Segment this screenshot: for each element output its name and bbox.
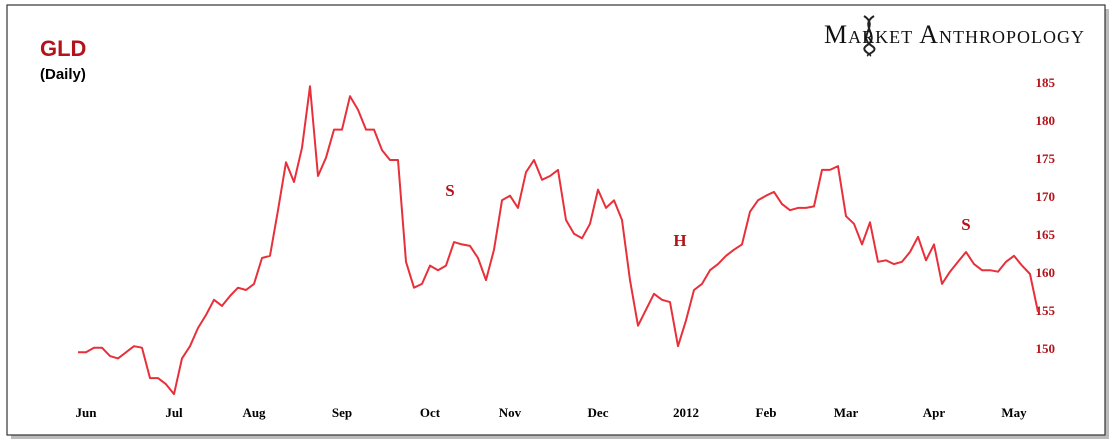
y-tick-label: 180: [1036, 113, 1056, 128]
frame: [6, 4, 1106, 436]
x-tick-label: Aug: [242, 405, 266, 420]
x-tick-label: Oct: [420, 405, 441, 420]
x-tick-label: Feb: [756, 405, 777, 420]
chart-title: GLD: [40, 36, 86, 61]
y-tick-label: 165: [1036, 227, 1056, 242]
brand: Market Anthropology: [824, 20, 1085, 49]
chart-subtitle: (Daily): [40, 66, 86, 83]
annotation: S: [961, 215, 970, 234]
y-tick-label: 150: [1036, 341, 1056, 356]
y-tick-label: 175: [1036, 151, 1056, 166]
x-tick-label: Nov: [499, 405, 522, 420]
x-tick-label: Jun: [76, 405, 98, 420]
x-tick-label: May: [1001, 405, 1027, 420]
brand-icon: [863, 15, 876, 57]
x-tick-label: Apr: [923, 405, 946, 420]
x-tick-label: Sep: [332, 405, 352, 420]
x-tick-label: Jul: [165, 405, 183, 420]
y-tick-label: 170: [1036, 189, 1056, 204]
x-tick-label: Dec: [588, 405, 609, 420]
y-tick-label: 185: [1036, 75, 1056, 90]
x-tick-label: Mar: [834, 405, 859, 420]
price-line: [78, 85, 1039, 396]
y-tick-label: 155: [1036, 303, 1056, 318]
x-tick-label: 2012: [673, 405, 699, 420]
annotation: S: [445, 181, 454, 200]
y-tick-label: 160: [1036, 265, 1056, 280]
annotation: H: [673, 231, 686, 250]
